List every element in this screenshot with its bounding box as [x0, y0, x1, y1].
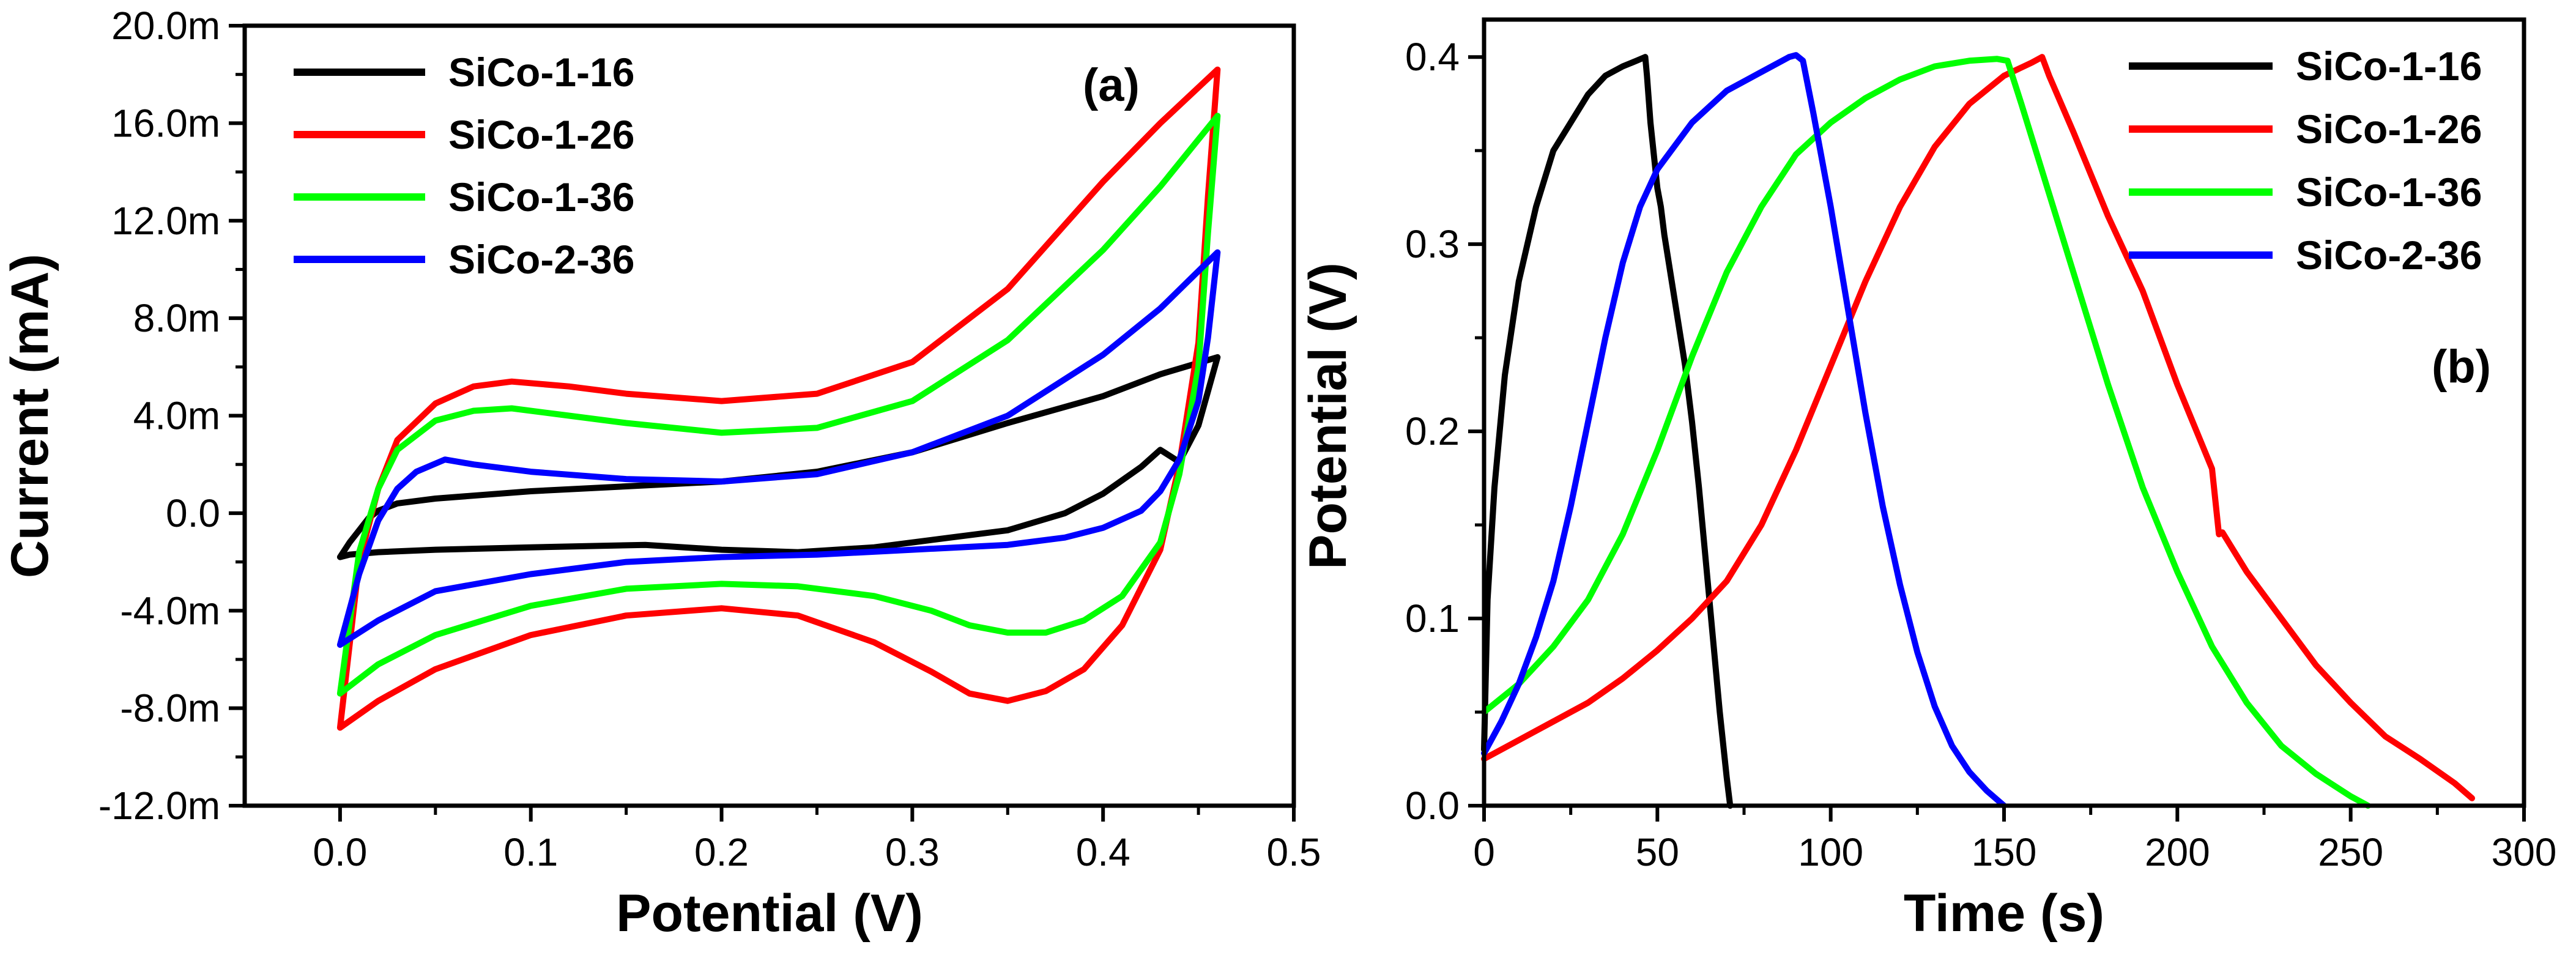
panel-a-x-tick-label: 0.4 — [1076, 830, 1130, 874]
panel-b-x-tick-label: 250 — [2318, 830, 2383, 874]
panel-b-y-tick-label: 0.3 — [1405, 222, 1460, 266]
panel-a-series-sico-1-16 — [336, 354, 1221, 560]
panel-a-y-tick-label: -8.0m — [120, 686, 220, 730]
panel-b-legend-item-sico-1-16: SiCo-1-16 — [2129, 43, 2482, 89]
panel-a-y-tick-label: -12.0m — [98, 784, 220, 828]
panel-a-legend-item-sico-1-26: SiCo-1-26 — [294, 112, 634, 157]
panel-b-x-axis-title: Time (s) — [1904, 884, 2104, 943]
panel-b-legend-item-sico-1-36: SiCo-1-36 — [2129, 169, 2482, 215]
panel-a-x-tick-label: 0.0 — [313, 830, 367, 874]
panel-a-x-axis-title: Potential (V) — [616, 884, 923, 943]
panel-a-cyclic-voltammetry: 0.0 0.1 0.2 0.3 0.4 0.5 -12.0m -8.0m -4.0m 0.0 4.0… — [1, 4, 1321, 943]
panel-b-x-tick-label: 150 — [1972, 830, 2037, 874]
panel-a-series-group — [336, 66, 1221, 731]
panel-a-x-tick-label: 0.1 — [503, 830, 558, 874]
panel-a-legend-item-sico-1-16: SiCo-1-16 — [294, 50, 634, 95]
panel-a-y-tick-label: 20.0m — [111, 4, 220, 48]
panel-b-legend-label: SiCo-1-36 — [2296, 169, 2482, 215]
panel-a-legend-label: SiCo-1-26 — [448, 112, 634, 157]
panel-a-y-tick-label: 4.0m — [133, 394, 220, 438]
panel-b-series-sico-2-36 — [1481, 52, 2007, 809]
panel-a-plot-frame — [242, 23, 1296, 808]
panel-b-series-sico-1-26 — [1481, 54, 2475, 801]
panel-a-y-tick-label: -4.0m — [120, 589, 220, 633]
panel-b-legend-item-sico-1-26: SiCo-1-26 — [2129, 106, 2482, 152]
panel-b-ticks: 0 50 100 150 200 250 300 0.0 0.1 0.2 0.3 0.4 — [1405, 35, 2556, 874]
panel-b-tag: (b) — [2432, 341, 2491, 393]
panel-a-series-sico-2-36 — [336, 249, 1221, 648]
panel-a-x-tick-label: 0.5 — [1267, 830, 1321, 874]
panel-b-x-tick-label: 0 — [1473, 830, 1495, 874]
panel-a-legend-label: SiCo-2-36 — [448, 237, 634, 282]
panel-b-legend: SiCo-1-16 SiCo-1-26 SiCo-1-36 SiCo-2-36 — [2129, 43, 2482, 278]
panel-b-y-tick-label: 0.1 — [1405, 596, 1460, 641]
panel-b-y-tick-label: 0.4 — [1405, 35, 1460, 79]
panel-b-x-tick-label: 300 — [2492, 830, 2557, 874]
panel-a-ticks: 0.0 0.1 0.2 0.3 0.4 0.5 -12.0m -8.0m -4.0m 0.0 4.0… — [98, 4, 1321, 874]
panel-a-y-tick-label: 8.0m — [133, 296, 220, 340]
panel-a-y-tick-label: 16.0m — [111, 101, 220, 145]
panel-b-legend-item-sico-2-36: SiCo-2-36 — [2129, 232, 2482, 278]
panel-b-series-group — [1481, 52, 2475, 809]
panel-a-x-tick-label: 0.2 — [694, 830, 749, 874]
panel-b-legend-label: SiCo-2-36 — [2296, 232, 2482, 278]
panel-a-legend-label: SiCo-1-36 — [448, 174, 634, 220]
panel-a-legend-label: SiCo-1-16 — [448, 50, 634, 95]
panel-b-legend-label: SiCo-1-16 — [2296, 43, 2482, 89]
panel-a-legend-item-sico-2-36: SiCo-2-36 — [294, 237, 634, 282]
panel-a-series-sico-1-36 — [336, 113, 1221, 697]
panel-b-x-tick-label: 100 — [1798, 830, 1863, 874]
panel-b-y-tick-label: 0.0 — [1405, 784, 1460, 828]
panel-a-legend-item-sico-1-36: SiCo-1-36 — [294, 174, 634, 220]
panel-a-y-tick-label: 0.0 — [166, 491, 220, 535]
panel-a-x-tick-label: 0.3 — [885, 830, 940, 874]
panel-a-tag: (a) — [1083, 59, 1140, 111]
panel-b-charge-discharge: 0 50 100 150 200 250 300 0.0 0.1 0.2 0.3 0.4 Time (… — [1299, 17, 2556, 943]
panel-b-plot-frame — [1482, 17, 2526, 808]
panel-b-legend-label: SiCo-1-26 — [2296, 106, 2482, 152]
panel-b-x-tick-label: 50 — [1636, 830, 1679, 874]
panel-b-series-sico-1-36 — [1481, 56, 2371, 809]
panel-a-legend: SiCo-1-16 SiCo-1-26 SiCo-1-36 SiCo-2-36 — [294, 50, 634, 282]
panel-b-y-axis-title: Potential (V) — [1299, 262, 1357, 570]
panel-a-y-axis-title: Current (mA) — [1, 254, 59, 578]
panel-b-y-tick-label: 0.2 — [1405, 409, 1460, 453]
panel-b-series-sico-1-16 — [1481, 54, 1734, 809]
panel-b-x-tick-label: 200 — [2145, 830, 2210, 874]
panel-a-y-tick-label: 12.0m — [111, 199, 220, 243]
